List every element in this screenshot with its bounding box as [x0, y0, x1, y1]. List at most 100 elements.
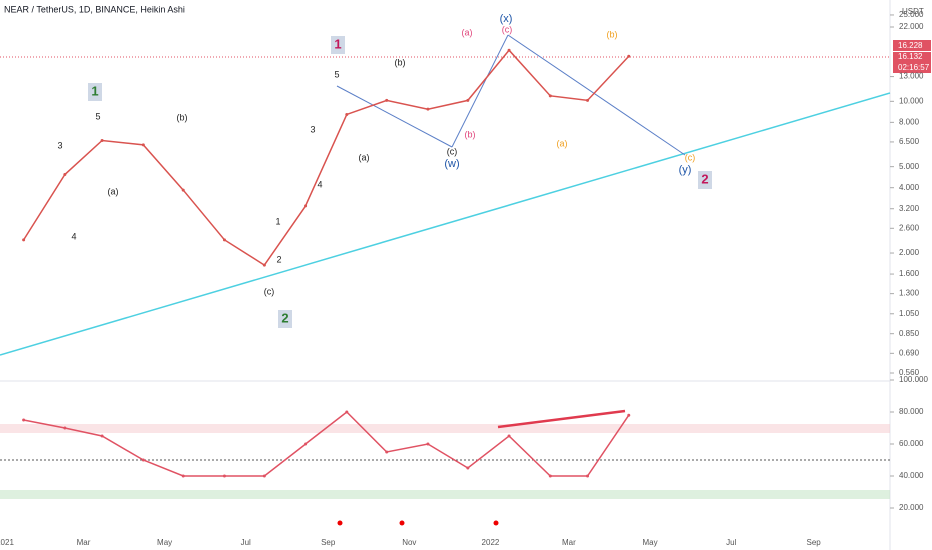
- point: [385, 450, 389, 454]
- wave-label: (b): [465, 129, 476, 139]
- x-tick-label: Sep: [807, 538, 822, 547]
- chart-header: NEAR / TetherUS, 1D, BINANCE, Heikin Ash…: [4, 4, 185, 14]
- y-tick-label: 3.200: [899, 204, 920, 213]
- series-line: [22, 49, 630, 267]
- x-tick-label: 2022: [482, 538, 500, 547]
- wave-label: (b): [607, 29, 618, 39]
- point: [22, 418, 26, 422]
- x-tick-label: Jul: [726, 538, 736, 547]
- point: [63, 426, 67, 430]
- point: [304, 204, 308, 208]
- point: [100, 138, 104, 142]
- event-dot: [399, 520, 405, 526]
- wave-label: 1: [275, 216, 280, 226]
- wave-label: (b): [395, 57, 406, 67]
- point: [466, 98, 470, 102]
- support-trendline: [0, 92, 891, 356]
- point: [141, 143, 145, 147]
- event-dot: [337, 520, 343, 526]
- point: [181, 474, 185, 478]
- y-tick-label: 40.000: [899, 471, 924, 480]
- wave-label: 5: [95, 111, 100, 121]
- price-tag: [893, 40, 931, 51]
- wave-label: 2: [281, 310, 288, 325]
- wave-label: 1: [91, 83, 98, 98]
- y-tick-label: 1.300: [899, 289, 920, 298]
- point: [586, 98, 590, 102]
- wave-label: (c): [447, 146, 458, 156]
- point: [222, 474, 226, 478]
- x-tick-label: Nov: [402, 538, 416, 547]
- countdown: 02:16:57: [898, 63, 930, 72]
- y-tick-label: 0.690: [899, 348, 920, 357]
- point: [548, 474, 552, 478]
- y-tick-label: 1.600: [899, 269, 920, 278]
- series-line: [23, 411, 630, 477]
- y-tick-label: 8.000: [899, 117, 920, 126]
- y-tick-label: 2.600: [899, 223, 920, 232]
- y-tick-label: 100.000: [899, 375, 928, 384]
- point: [507, 48, 511, 52]
- wave-label: (c): [502, 24, 513, 34]
- x-tick-label: Jul: [241, 538, 251, 547]
- wave-label: 2: [701, 171, 708, 186]
- x-tick-label: Mar: [562, 538, 576, 547]
- point: [304, 442, 308, 446]
- wave-label: (c): [264, 286, 275, 296]
- point: [22, 238, 26, 242]
- wave-box: [698, 171, 712, 189]
- event-dot: [493, 520, 499, 526]
- x-tick-label: May: [157, 538, 172, 547]
- wave-line: [336, 85, 453, 148]
- y-tick-label: 20.000: [899, 503, 924, 512]
- point: [141, 458, 145, 462]
- point: [100, 434, 104, 438]
- y-tick-label: 13.000: [899, 72, 924, 81]
- currency: USDT: [902, 7, 924, 16]
- point: [627, 54, 631, 58]
- wave-box: [278, 310, 292, 328]
- point: [507, 434, 511, 438]
- x-tick-label: Sep: [321, 538, 336, 547]
- wave-label: (a): [462, 27, 473, 37]
- price-tag: [893, 52, 931, 73]
- y-tick-label: 10.000: [899, 96, 924, 105]
- point: [426, 107, 430, 111]
- point: [586, 474, 590, 478]
- wave-label: 1: [334, 36, 341, 51]
- y-tick-label: 5.000: [899, 162, 920, 171]
- wave-label: (c): [685, 152, 696, 162]
- wave-label: 2: [276, 254, 281, 264]
- x-tick-label: Mar: [77, 538, 91, 547]
- wave-label: (w): [444, 158, 459, 170]
- wave-label: 4: [71, 231, 76, 241]
- point: [466, 466, 470, 470]
- wave-label: 4: [317, 179, 322, 189]
- y-tick-label: 6.500: [899, 137, 920, 146]
- wave-label: 3: [310, 124, 315, 134]
- price-tag-text: 16.132: [898, 52, 923, 61]
- point: [426, 442, 430, 446]
- wave-label: (a): [108, 186, 119, 196]
- wave-label: 3: [57, 140, 62, 150]
- y-tick-label: 4.000: [899, 183, 920, 192]
- wave-line: [451, 34, 509, 148]
- point: [345, 112, 349, 116]
- y-tick-label: 22.000: [899, 22, 924, 31]
- wave-box: [331, 36, 345, 54]
- point: [222, 238, 226, 242]
- wave-label: (y): [679, 164, 692, 176]
- y-tick-label: 60.000: [899, 439, 924, 448]
- price-tag-text: 16.228: [898, 41, 923, 50]
- point: [262, 474, 266, 478]
- overbought-band: [0, 424, 890, 433]
- point: [181, 188, 185, 192]
- x-tick-label: May: [642, 538, 657, 547]
- divergence-line: [497, 409, 626, 429]
- wave-label: 5: [334, 69, 339, 79]
- point: [385, 98, 389, 102]
- y-tick-label: 2.000: [899, 248, 920, 257]
- point: [548, 94, 552, 98]
- point: [345, 410, 349, 414]
